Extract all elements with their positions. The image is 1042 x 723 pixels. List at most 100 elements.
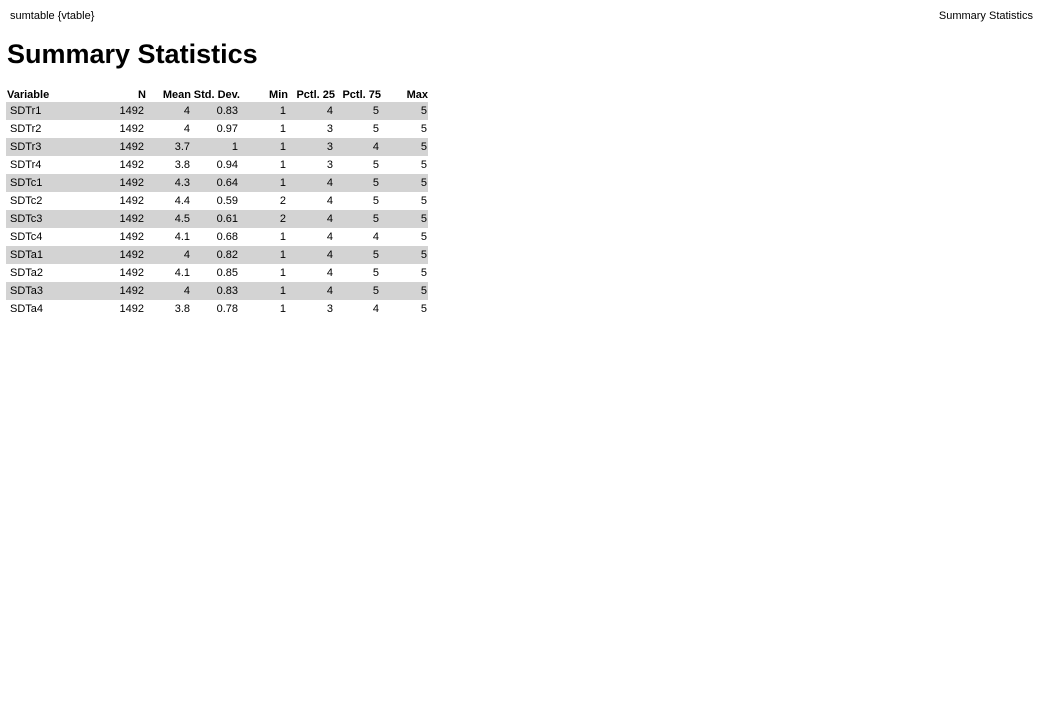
- column-header-pctl-25: Pctl. 25: [296, 89, 335, 101]
- table-row: SDTc2 1492 4.4 0.59 2 4 5 5: [6, 192, 428, 210]
- column-header-pctl-75: Pctl. 75: [342, 89, 381, 101]
- cell-std-dev: 0.85: [216, 267, 238, 279]
- cell-n: 1492: [96, 246, 146, 264]
- cell-pctl-75: 5: [335, 246, 381, 264]
- column-header-min: Min: [269, 89, 288, 101]
- cell-variable: SDTr2: [10, 123, 42, 135]
- cell-n: 1492: [119, 231, 144, 243]
- table-header-row: Variable N Mean Std. Dev. Min Pctl. 25 P…: [6, 88, 428, 102]
- cell-std-dev: 0.82: [191, 246, 240, 264]
- cell-variable: SDTa4: [10, 303, 44, 315]
- column-header-mean: Mean: [162, 89, 191, 101]
- cell-pctl-75: 4: [335, 138, 381, 156]
- column-header-std-dev: Std. Dev.: [193, 89, 240, 101]
- cell-std-dev: 0.59: [216, 195, 238, 207]
- cell-std-dev: 0.68: [216, 231, 238, 243]
- cell-pctl-75: 5: [335, 102, 381, 120]
- cell-n: 1492: [96, 102, 146, 120]
- cell-min: 1: [279, 303, 286, 315]
- cell-min: 1: [279, 231, 286, 243]
- cell-pctl-75: 5: [335, 282, 381, 300]
- cell-std-dev: 1: [191, 138, 240, 156]
- cell-n: 1492: [119, 195, 144, 207]
- cell-pctl-75: 5: [335, 210, 381, 228]
- table-row: SDTa3 1492 4 0.83 1 4 5 5: [6, 282, 428, 300]
- cell-min: 1: [279, 159, 286, 171]
- cell-variable: SDTr3: [6, 138, 96, 156]
- cell-std-dev: 0.83: [191, 282, 240, 300]
- cell-mean: 3.7: [146, 138, 191, 156]
- cell-min: 1: [240, 138, 288, 156]
- cell-std-dev: 0.97: [216, 123, 238, 135]
- cell-min: 2: [279, 195, 286, 207]
- cell-mean: 4: [146, 282, 191, 300]
- cell-pctl-25: 4: [326, 267, 333, 279]
- cell-pctl-25: 4: [288, 174, 335, 192]
- cell-std-dev: 0.83: [191, 102, 240, 120]
- cell-max: 5: [381, 210, 428, 228]
- cell-pctl-25: 4: [288, 282, 335, 300]
- cell-pctl-75: 5: [335, 174, 381, 192]
- cell-max: 5: [420, 123, 427, 135]
- cell-pctl-75: 5: [372, 195, 379, 207]
- cell-min: 1: [279, 123, 286, 135]
- cell-max: 5: [381, 138, 428, 156]
- cell-variable: SDTr1: [6, 102, 96, 120]
- cell-std-dev: 0.61: [191, 210, 240, 228]
- header-left-text: sumtable {vtable}: [10, 10, 95, 22]
- table-row: SDTa2 1492 4.1 0.85 1 4 5 5: [6, 264, 428, 282]
- cell-min: 1: [240, 282, 288, 300]
- cell-min: 1: [240, 246, 288, 264]
- cell-variable: SDTr4: [10, 159, 42, 171]
- table-body: SDTr1 1492 4 0.83 1 4 5 5 SDTr2 1492 4 0.97 1 3 5 5 SDTr…: [6, 102, 428, 318]
- column-header-n: N: [138, 89, 146, 101]
- cell-n: 1492: [96, 174, 146, 192]
- cell-variable: SDTc4: [10, 231, 43, 243]
- cell-min: 1: [279, 267, 286, 279]
- cell-max: 5: [381, 246, 428, 264]
- column-header-variable: Variable: [7, 89, 50, 101]
- cell-n: 1492: [96, 282, 146, 300]
- cell-std-dev: 0.94: [216, 159, 238, 171]
- cell-pctl-25: 4: [326, 195, 333, 207]
- cell-min: 1: [240, 102, 288, 120]
- cell-mean: 4.3: [146, 174, 191, 192]
- cell-pctl-75: 4: [372, 303, 379, 315]
- table-row: SDTr3 1492 3.7 1 1 3 4 5: [6, 138, 428, 156]
- cell-pctl-25: 4: [288, 246, 335, 264]
- cell-variable: SDTa1: [6, 246, 96, 264]
- cell-pctl-25: 3: [326, 159, 333, 171]
- table-row: SDTr2 1492 4 0.97 1 3 5 5: [6, 120, 428, 138]
- table-row: SDTr4 1492 3.8 0.94 1 3 5 5: [6, 156, 428, 174]
- cell-mean: 4.5: [146, 210, 191, 228]
- table-row: SDTr1 1492 4 0.83 1 4 5 5: [6, 102, 428, 120]
- cell-pctl-75: 5: [372, 123, 379, 135]
- table-row: SDTc4 1492 4.1 0.68 1 4 4 5: [6, 228, 428, 246]
- table-row: SDTc3 1492 4.5 0.61 2 4 5 5: [6, 210, 428, 228]
- cell-pctl-25: 3: [326, 123, 333, 135]
- cell-n: 1492: [119, 159, 144, 171]
- cell-n: 1492: [96, 138, 146, 156]
- table-row: SDTa1 1492 4 0.82 1 4 5 5: [6, 246, 428, 264]
- cell-mean: 4: [183, 123, 190, 135]
- cell-mean: 3.8: [174, 159, 190, 171]
- cell-variable: SDTa3: [6, 282, 96, 300]
- cell-std-dev: 0.78: [216, 303, 238, 315]
- page-title: Summary Statistics: [7, 39, 258, 69]
- cell-n: 1492: [119, 303, 144, 315]
- cell-variable: SDTc1: [6, 174, 96, 192]
- cell-mean: 4.1: [174, 231, 190, 243]
- cell-pctl-25: 4: [288, 210, 335, 228]
- cell-max: 5: [420, 159, 427, 171]
- table-row: SDTc1 1492 4.3 0.64 1 4 5 5: [6, 174, 428, 192]
- cell-pctl-75: 4: [372, 231, 379, 243]
- cell-pctl-25: 4: [288, 102, 335, 120]
- cell-pctl-25: 4: [326, 231, 333, 243]
- cell-min: 1: [240, 174, 288, 192]
- cell-max: 5: [420, 195, 427, 207]
- cell-variable: SDTc2: [10, 195, 43, 207]
- table-row: SDTa4 1492 3.8 0.78 1 3 4 5: [6, 300, 428, 318]
- cell-pctl-75: 5: [372, 159, 379, 171]
- cell-max: 5: [420, 303, 427, 315]
- cell-n: 1492: [119, 267, 144, 279]
